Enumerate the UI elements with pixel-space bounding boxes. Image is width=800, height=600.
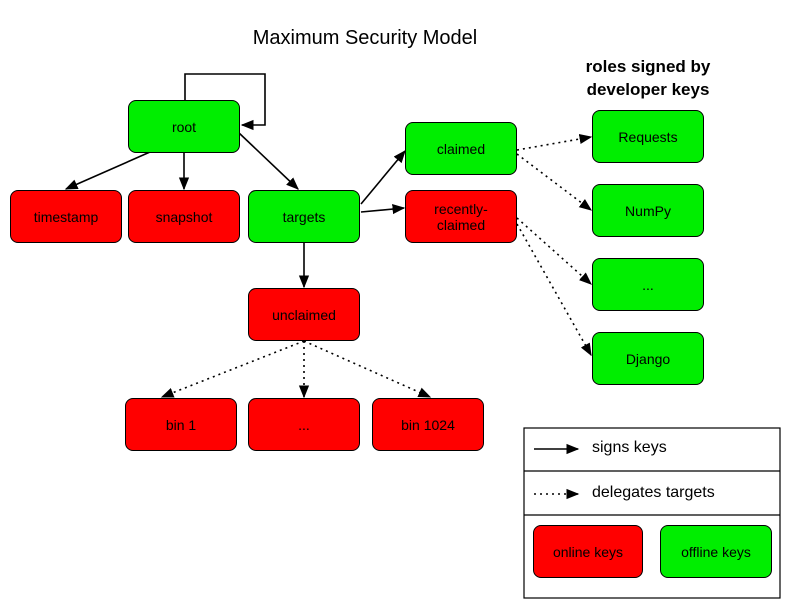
- title: Maximum Security Model: [252, 27, 478, 49]
- node: targets: [248, 190, 360, 243]
- side-note: roles signed by developer keys: [585, 57, 711, 99]
- node: root: [128, 100, 240, 153]
- node: ...: [592, 258, 704, 311]
- node: timestamp: [10, 190, 122, 243]
- legend-label: signs keys: [592, 439, 667, 456]
- legend-swatch: offline keys: [660, 525, 772, 578]
- solid-arrows: [64, 73, 406, 289]
- node: bin 1: [125, 398, 237, 451]
- legend-swatch: online keys: [533, 525, 643, 578]
- node: recently-claimed: [405, 190, 517, 243]
- legend-frame: [523, 427, 781, 599]
- dotted-arrows: [160, 133, 593, 399]
- node: snapshot: [128, 190, 240, 243]
- node: claimed: [405, 122, 517, 175]
- node: unclaimed: [248, 288, 360, 341]
- legend-label: delegates targets: [592, 484, 715, 501]
- node: Requests: [592, 110, 704, 163]
- node: ...: [248, 398, 360, 451]
- node: bin 1024: [372, 398, 484, 451]
- node: NumPy: [592, 184, 704, 237]
- node: Django: [592, 332, 704, 385]
